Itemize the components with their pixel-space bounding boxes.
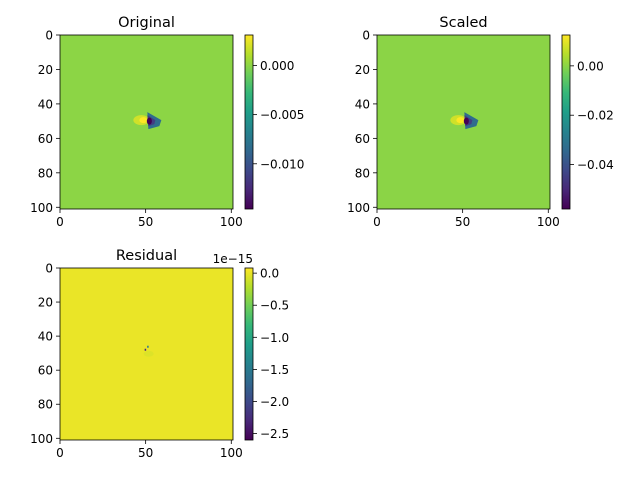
- positive-core: [456, 117, 465, 124]
- x-tick-label: 100: [220, 446, 243, 460]
- y-tick-label: 100: [347, 201, 370, 215]
- colorbar-offset-label: 1e−15: [213, 252, 253, 266]
- panel-title: Original: [118, 15, 175, 31]
- y-tick-label: 0: [45, 29, 53, 43]
- y-tick-label: 100: [30, 201, 53, 215]
- colorbar-tick-label: −0.04: [577, 158, 614, 172]
- colorbar-tick-label: 0.000: [260, 59, 294, 73]
- x-tick-label: 100: [537, 215, 560, 229]
- colorbar-tick-label: −0.02: [577, 109, 614, 123]
- axes-frame: [376, 34, 551, 210]
- axes-frame: [59, 267, 234, 441]
- residual-halo: [143, 350, 154, 357]
- y-tick-label: 60: [38, 364, 53, 378]
- colorbar-tick-label: −1.5: [260, 363, 289, 377]
- heatmap-feature: [143, 345, 154, 357]
- y-tick-label: 20: [38, 63, 53, 77]
- y-tick-label: 80: [38, 398, 53, 412]
- colorbar: [245, 35, 253, 209]
- colorbar: [245, 268, 253, 440]
- axes-frame: [59, 34, 234, 210]
- x-tick-label: 0: [56, 446, 64, 460]
- y-tick-label: 80: [38, 166, 53, 180]
- x-tick-label: 0: [373, 215, 381, 229]
- heatmap-feature: [450, 112, 479, 130]
- residual-dot: [147, 345, 149, 348]
- panel-title: Residual: [116, 248, 177, 264]
- colorbar-tick-label: −2.0: [260, 395, 289, 409]
- x-tick-label: 0: [56, 215, 64, 229]
- y-tick-label: 40: [38, 330, 53, 344]
- colorbar-frame: [244, 34, 254, 210]
- negative-core: [146, 117, 152, 125]
- colorbar-frame: [561, 34, 571, 210]
- residual-dot: [144, 348, 147, 351]
- colorbar-tick-label: −2.5: [260, 427, 289, 441]
- colorbar-tick-label: 0.0: [260, 267, 279, 281]
- x-tick-label: 50: [455, 215, 470, 229]
- x-tick-label: 50: [138, 215, 153, 229]
- colorbar-tick-label: −0.5: [260, 299, 289, 313]
- y-tick-label: 20: [38, 296, 53, 310]
- y-tick-label: 40: [38, 97, 53, 111]
- colorbar-tick-label: −0.005: [260, 108, 304, 122]
- x-tick-label: 50: [138, 446, 153, 460]
- y-tick-label: 80: [355, 166, 370, 180]
- y-tick-label: 0: [45, 262, 53, 276]
- y-tick-label: 20: [355, 63, 370, 77]
- y-tick-label: 60: [38, 132, 53, 146]
- heatmap-feature: [133, 112, 162, 130]
- y-tick-label: 40: [355, 97, 370, 111]
- negative-core: [463, 117, 469, 125]
- colorbar: [562, 35, 570, 209]
- y-tick-label: 0: [362, 29, 370, 43]
- x-tick-label: 100: [220, 215, 243, 229]
- colorbar-tick-label: −0.010: [260, 157, 304, 171]
- positive-core: [139, 117, 148, 124]
- colorbar-tick-label: 0.00: [577, 59, 604, 73]
- y-tick-label: 60: [355, 132, 370, 146]
- colorbar-tick-label: −1.0: [260, 331, 289, 345]
- y-tick-label: 100: [30, 432, 53, 446]
- colorbar-frame: [244, 267, 254, 441]
- panel-title: Scaled: [439, 15, 487, 31]
